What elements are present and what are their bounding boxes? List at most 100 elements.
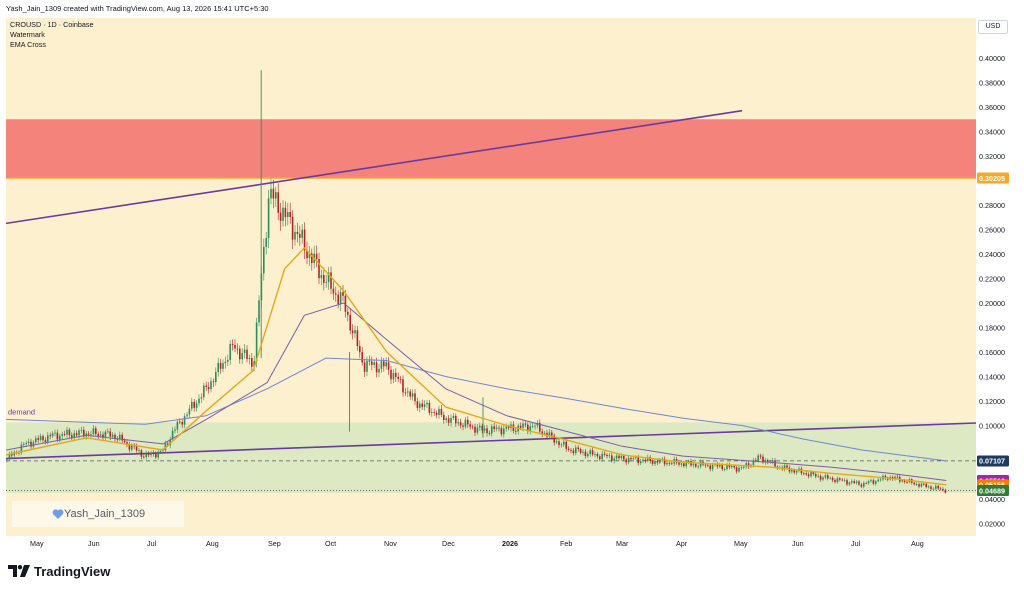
candle-body xyxy=(719,465,721,467)
candle-body xyxy=(824,475,827,478)
price-tick-label: 0.20000 xyxy=(979,299,1005,308)
candle xyxy=(311,248,313,271)
candle xyxy=(944,488,947,494)
candle xyxy=(534,423,536,430)
candle xyxy=(939,487,942,491)
candle-body xyxy=(111,434,114,437)
price-tick-label: 0.40000 xyxy=(979,54,1005,63)
candle-body xyxy=(639,461,642,464)
currency-button[interactable]: USD xyxy=(978,20,1008,34)
candle-body xyxy=(795,470,798,473)
price-chart-svg[interactable]: demand xyxy=(6,18,976,550)
candle xyxy=(815,472,817,479)
candle xyxy=(666,460,668,467)
candle-body xyxy=(642,459,644,462)
candle xyxy=(433,408,435,416)
candle-body xyxy=(459,422,462,426)
candle-body xyxy=(637,457,639,464)
candle xyxy=(589,448,591,457)
candle xyxy=(121,432,123,444)
candle-body xyxy=(116,439,119,440)
candle xyxy=(327,267,330,290)
candle xyxy=(320,269,323,286)
candle xyxy=(8,451,11,461)
candle xyxy=(783,463,786,472)
demand-zone xyxy=(6,422,976,493)
candle xyxy=(241,348,243,365)
candle xyxy=(843,478,846,483)
candle xyxy=(531,422,534,429)
candle-body xyxy=(121,434,123,441)
candle-body xyxy=(234,345,236,349)
time-tick-label: Apr xyxy=(676,539,688,548)
candle-body xyxy=(872,480,875,484)
candle-body xyxy=(846,480,848,485)
candle-body xyxy=(752,460,755,466)
price-tick-label: 0.04000 xyxy=(979,495,1005,504)
candle xyxy=(759,453,762,460)
candle-body xyxy=(167,443,169,446)
legend-indicator-watermark[interactable]: Watermark xyxy=(10,30,45,39)
candle xyxy=(217,357,219,377)
candle xyxy=(291,210,294,249)
candle-body xyxy=(56,432,59,440)
candle-body xyxy=(695,464,697,467)
candle-body xyxy=(311,253,313,263)
candle xyxy=(371,356,373,371)
candle-body xyxy=(193,401,195,408)
candle-body xyxy=(423,404,426,408)
candle xyxy=(150,450,152,458)
candle-body xyxy=(390,369,392,380)
price-marker-badge xyxy=(977,455,1009,467)
candle xyxy=(918,482,920,489)
candle xyxy=(104,429,107,441)
candle-body xyxy=(263,246,265,274)
candle-body xyxy=(827,475,829,479)
candle xyxy=(51,431,54,438)
candle-body xyxy=(426,402,428,405)
tradingview-brand-name: TradingView xyxy=(34,563,111,579)
candle-body xyxy=(853,481,855,483)
price-marker-label: 0.04689 xyxy=(979,486,1005,495)
legend-symbol[interactable]: CROUSD · 1D · Coinbase xyxy=(10,20,94,29)
candle-body xyxy=(306,250,308,259)
candle xyxy=(61,431,63,440)
candle xyxy=(807,472,810,479)
candle xyxy=(474,423,476,437)
candle xyxy=(351,324,354,340)
candle-body xyxy=(685,462,687,467)
heart-icon xyxy=(52,509,64,519)
tradingview-brand[interactable]: TradingView xyxy=(8,562,110,580)
price-axis[interactable]: 0.40000 0.38000 0.36000 0.34000 0.32000 0.302… xyxy=(976,18,1018,550)
candle xyxy=(347,307,349,322)
candle xyxy=(877,478,879,483)
candle-body xyxy=(726,464,728,470)
candle xyxy=(587,451,589,459)
chart-plot-area[interactable]: demand xyxy=(6,18,976,550)
candle xyxy=(339,285,342,312)
price-tick-label: 0.02000 xyxy=(979,519,1005,528)
candle-body xyxy=(855,481,858,483)
candle xyxy=(251,352,253,372)
candle-body xyxy=(63,434,66,435)
candle xyxy=(303,222,306,260)
candle-body xyxy=(282,207,284,221)
legend-indicator-ema-cross[interactable]: EMA Cross xyxy=(10,40,46,49)
candle-body xyxy=(879,479,882,481)
candle-body xyxy=(102,434,104,438)
time-tick-label: Jul xyxy=(851,539,861,548)
candle-body xyxy=(915,484,918,485)
candle xyxy=(443,411,445,424)
candle xyxy=(402,375,404,397)
candle-body xyxy=(241,352,243,360)
candle xyxy=(452,413,455,421)
candle xyxy=(608,453,611,459)
candle-body xyxy=(159,450,162,452)
candle xyxy=(716,461,719,469)
time-axis[interactable]: May Jun Jul Aug Sep Oct Nov Dec 2026 Feb Mar Apr May… xyxy=(6,536,976,550)
candle xyxy=(301,224,303,245)
candle-body xyxy=(409,391,411,397)
candle xyxy=(834,478,836,484)
candle-body xyxy=(169,439,171,446)
candle-body xyxy=(392,372,395,380)
